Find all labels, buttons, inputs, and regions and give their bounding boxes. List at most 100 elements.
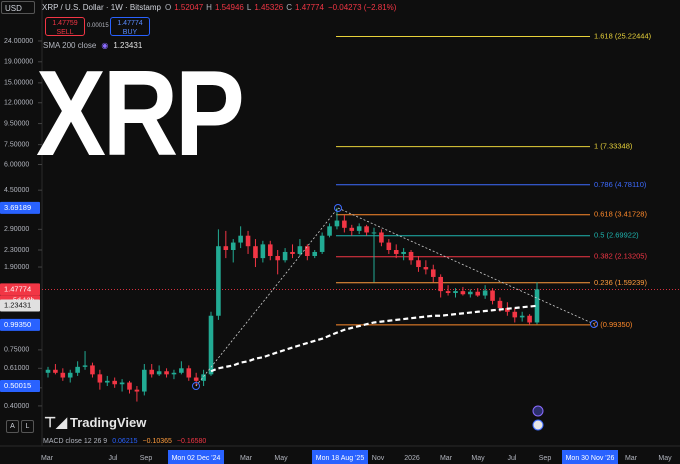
candle-body — [193, 377, 199, 381]
x-tick-label: Sep — [140, 455, 153, 462]
candle-body — [527, 315, 532, 323]
candle-body — [393, 249, 399, 254]
y-tick-label: 0.75000 — [4, 347, 29, 354]
candle-body — [356, 226, 362, 231]
y-tick-label: 7.50000 — [4, 141, 29, 148]
candle-body — [82, 365, 88, 367]
candle-body — [253, 246, 258, 259]
candle-body — [90, 365, 95, 375]
fib-label: 0.382 (2.13205) — [594, 252, 647, 261]
candle-body — [201, 374, 206, 381]
candle-body — [142, 369, 147, 392]
x-tick-label: Sep — [539, 455, 552, 462]
ohlc-key: O — [165, 3, 172, 12]
candle-body — [275, 256, 280, 261]
x-tick-label: May — [274, 455, 288, 462]
candle-body — [519, 315, 525, 318]
candle-body — [364, 226, 369, 233]
candle-body — [386, 242, 392, 250]
y-tick-label: 2.90000 — [4, 226, 29, 233]
ohlc-value: 1.54946 — [214, 3, 244, 12]
spread: 0.00015 — [87, 23, 109, 29]
ohlc-key: C — [286, 3, 293, 12]
sell-label: SELL — [56, 29, 74, 36]
symbol-bar: XRP / U.S. Dollar · 1W · Bitstamp O 1.520… — [42, 3, 396, 12]
price-badge-label: 1.23431 — [4, 300, 31, 309]
anchor[interactable] — [590, 320, 598, 328]
candle-body — [104, 380, 110, 383]
candle-body — [482, 290, 488, 296]
y-tick-label: 0.40000 — [4, 403, 29, 410]
change: −0.04273 (−2.81%) — [327, 3, 397, 12]
x-tick-label: Mar — [440, 455, 453, 462]
candle-body — [445, 291, 451, 293]
candle-body — [245, 235, 251, 247]
candle-body — [512, 311, 518, 318]
macd-value: 0.06215 — [112, 438, 138, 445]
event-icon[interactable] — [532, 405, 544, 417]
x-tick-label: 2026 — [404, 455, 420, 462]
candle-body — [342, 220, 347, 228]
fib-label: 0 (0.99350) — [594, 320, 633, 329]
candle-body — [127, 382, 132, 390]
candle-body — [416, 260, 421, 268]
candle-body — [112, 380, 117, 385]
anchor[interactable] — [334, 204, 342, 212]
macd-name[interactable]: MACD close 12 26 9 — [43, 438, 108, 445]
fib-label: 1.618 (25.22444) — [594, 32, 652, 41]
sell-button[interactable]: 1.47759 SELL — [45, 17, 85, 36]
event-icon[interactable] — [532, 419, 544, 431]
ohlc-value: 1.47774 — [295, 3, 324, 12]
candle-body — [312, 251, 318, 257]
candle-body — [208, 315, 214, 375]
candle-body — [534, 289, 540, 323]
anchor[interactable] — [192, 382, 200, 390]
price-badge-label: 3.69189 — [4, 203, 31, 212]
candle-body — [156, 371, 162, 375]
fib-label: 0.5 (2.69922) — [594, 231, 639, 240]
auto-button[interactable]: A — [6, 420, 19, 433]
currency-select[interactable]: USD — [1, 1, 35, 14]
indicator-name[interactable]: SMA 200 close — [43, 41, 97, 50]
logo-text: TradingView — [69, 415, 147, 430]
candle-body — [171, 372, 177, 375]
indicator-value: 1.23431 — [113, 41, 143, 50]
symbol[interactable]: XRP / U.S. Dollar · 1W · Bitstamp — [42, 3, 161, 12]
logo-icon: ⊤◢ — [44, 414, 67, 430]
ohlc-value: 1.45326 — [254, 3, 284, 12]
macd-value: −0.10365 — [142, 438, 172, 445]
price-badge — [0, 299, 40, 312]
candle-body — [327, 226, 332, 236]
candle-body — [305, 246, 310, 257]
y-tick-label: 2.30000 — [4, 247, 29, 254]
ohlc: O 1.52047 H 1.54946 L 1.45326 C 1.47774 — [165, 3, 324, 12]
x-highlight — [168, 450, 224, 464]
candle-body — [497, 300, 503, 308]
buy-button[interactable]: 1.47774 BUY — [110, 17, 150, 36]
candle-body — [230, 242, 236, 250]
buy-label: BUY — [122, 29, 138, 36]
candle-body — [475, 291, 481, 296]
x-tick-label: Mon 30 Nov '26 — [566, 455, 615, 462]
candle-body — [460, 291, 466, 295]
candle-body — [97, 374, 103, 383]
y-tick-label: 12.00000 — [4, 100, 33, 107]
candle-body — [371, 232, 377, 234]
candle-body — [53, 369, 58, 373]
candle-body — [119, 382, 125, 385]
x-highlight — [312, 450, 368, 464]
ohlc-key: H — [206, 3, 212, 12]
candle-body — [408, 251, 414, 261]
x-tick-label: Jul — [508, 455, 517, 462]
candle-body — [75, 366, 80, 373]
log-button[interactable]: L — [21, 420, 34, 433]
y-tick-label: 1.90000 — [4, 264, 29, 271]
indicator-icon[interactable]: ◉ — [101, 41, 109, 50]
y-tick-label: 0.61000 — [4, 365, 29, 372]
sell-price: 1.47759 — [52, 20, 78, 27]
y-tick-label: 24.00000 — [4, 38, 33, 45]
x-tick-label: Mon 18 Aug '25 — [316, 455, 365, 462]
fib-label: 0.236 (1.59239) — [594, 278, 647, 287]
indicator-legend: SMA 200 close ◉ 1.23431 — [43, 41, 142, 50]
